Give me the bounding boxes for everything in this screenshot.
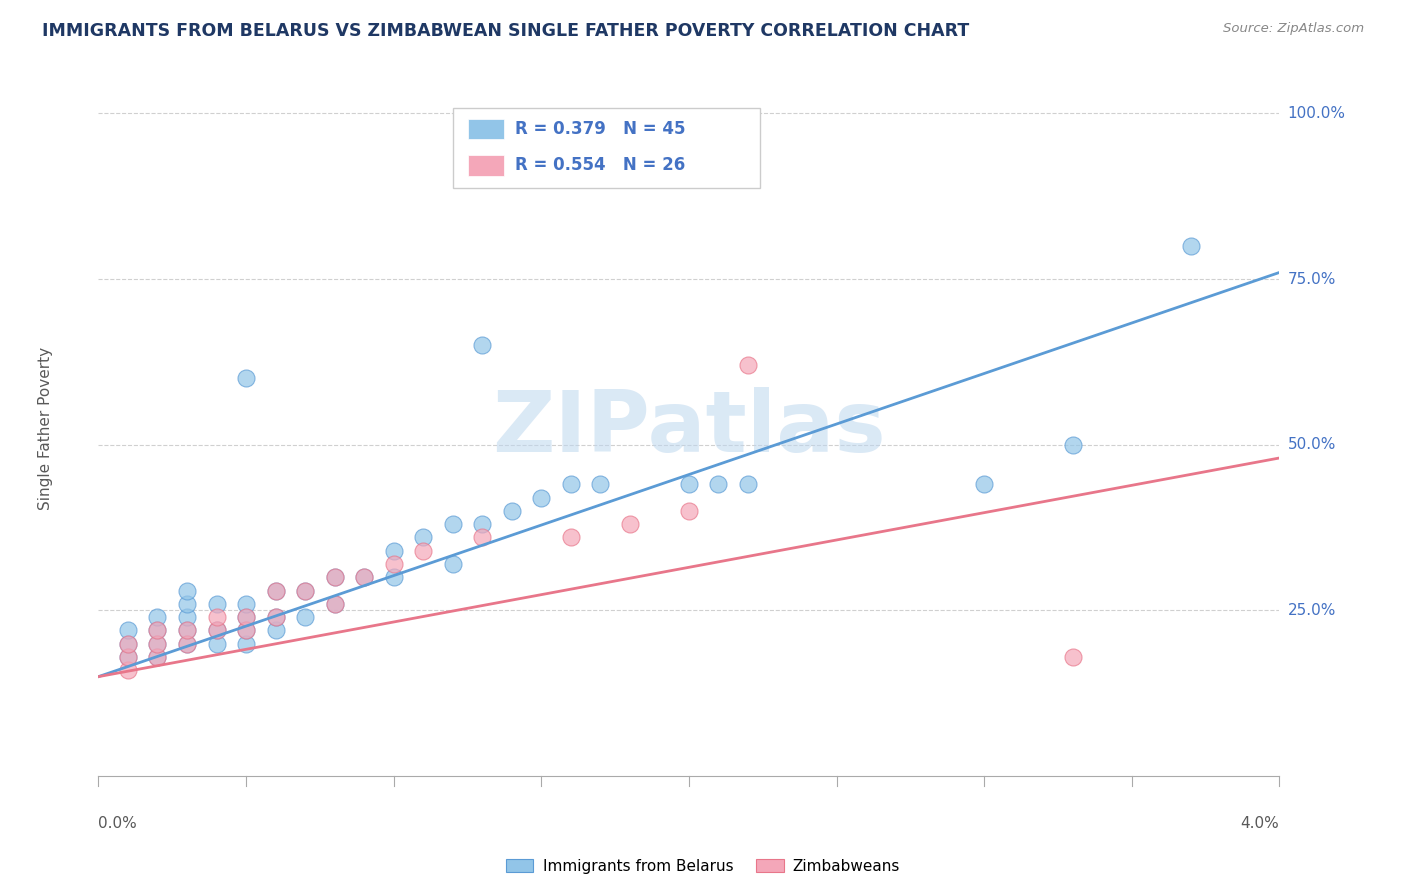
Point [707,477,730,491]
Text: Single Father Poverty: Single Father Poverty [38,347,53,509]
Point [235,624,257,638]
Point [264,583,287,598]
Point [589,477,612,491]
Text: IMMIGRANTS FROM BELARUS VS ZIMBABWEAN SINGLE FATHER POVERTY CORRELATION CHART: IMMIGRANTS FROM BELARUS VS ZIMBABWEAN SI… [42,22,969,40]
Point [176,583,198,598]
Point [560,477,582,491]
Point [294,583,316,598]
Point [117,663,139,677]
Point [146,649,169,664]
Point [235,636,257,650]
Point [146,624,169,638]
Point [146,624,169,638]
Point [176,636,198,650]
Point [176,610,198,624]
Point [1062,438,1084,452]
Point [382,557,405,571]
Text: 100.0%: 100.0% [1288,106,1346,121]
Point [560,531,582,545]
FancyBboxPatch shape [468,119,503,139]
Point [205,636,228,650]
Point [1062,649,1084,664]
Point [117,636,139,650]
Point [205,610,228,624]
Point [737,477,759,491]
Point [323,597,346,611]
Point [353,570,375,584]
Point [441,557,464,571]
Point [117,649,139,664]
Point [117,649,139,664]
Point [264,610,287,624]
Point [471,517,494,532]
Legend: Immigrants from Belarus, Zimbabweans: Immigrants from Belarus, Zimbabweans [499,853,907,880]
Point [264,583,287,598]
Point [205,624,228,638]
Point [353,570,375,584]
Point [235,610,257,624]
Point [176,624,198,638]
Text: R = 0.379   N = 45: R = 0.379 N = 45 [516,120,686,138]
Point [176,597,198,611]
Point [146,649,169,664]
Text: 50.0%: 50.0% [1288,437,1336,452]
Point [323,570,346,584]
Point [294,583,316,598]
Point [501,504,523,518]
Point [235,371,257,385]
Text: 25.0%: 25.0% [1288,603,1336,618]
Point [382,570,405,584]
Point [205,624,228,638]
Point [117,636,139,650]
Point [294,610,316,624]
Point [678,504,700,518]
Point [619,517,641,532]
Text: 75.0%: 75.0% [1288,271,1336,286]
Point [146,610,169,624]
Text: ZIPatlas: ZIPatlas [492,386,886,470]
Point [264,610,287,624]
Point [323,570,346,584]
Point [235,610,257,624]
Point [471,531,494,545]
Point [235,624,257,638]
Point [678,477,700,491]
Point [973,477,995,491]
Point [382,543,405,558]
Text: 4.0%: 4.0% [1240,816,1279,830]
FancyBboxPatch shape [453,108,759,188]
Point [1180,239,1202,253]
Point [412,543,434,558]
Point [176,636,198,650]
Point [146,636,169,650]
Text: Source: ZipAtlas.com: Source: ZipAtlas.com [1223,22,1364,36]
Point [235,597,257,611]
Point [737,358,759,372]
Point [441,517,464,532]
Text: R = 0.554   N = 26: R = 0.554 N = 26 [516,156,686,174]
Point [264,624,287,638]
Point [117,624,139,638]
Point [176,624,198,638]
FancyBboxPatch shape [468,154,503,176]
Text: 0.0%: 0.0% [98,816,138,830]
Point [471,338,494,352]
Point [323,597,346,611]
Point [412,531,434,545]
Point [205,597,228,611]
Point [146,636,169,650]
Point [530,491,553,505]
